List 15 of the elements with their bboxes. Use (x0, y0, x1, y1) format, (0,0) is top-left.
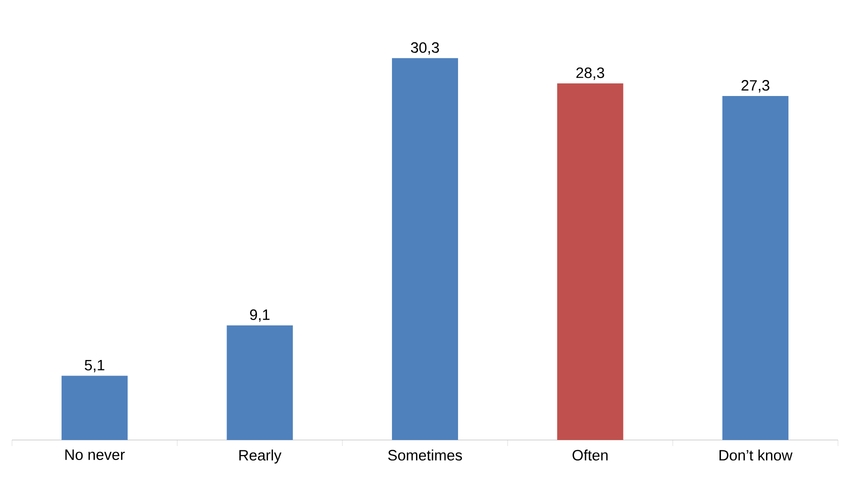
bar (392, 58, 458, 440)
x-tick-label: Rearly (239, 450, 282, 464)
x-tick-label: Sometimes (388, 450, 462, 461)
data-label: 30,3 (410, 42, 439, 55)
bar (722, 96, 788, 440)
x-tick-label: No never (65, 450, 125, 460)
data-label: 27,3 (742, 80, 770, 92)
bar (557, 83, 624, 440)
data-label: 5,1 (84, 360, 104, 372)
bar (62, 376, 128, 440)
x-tick-label: Often (572, 450, 608, 461)
bar (226, 325, 293, 440)
x-tick-label: Don’t know (720, 450, 793, 461)
data-label: 9,1 (250, 309, 270, 322)
data-label: 28,3 (576, 67, 604, 80)
